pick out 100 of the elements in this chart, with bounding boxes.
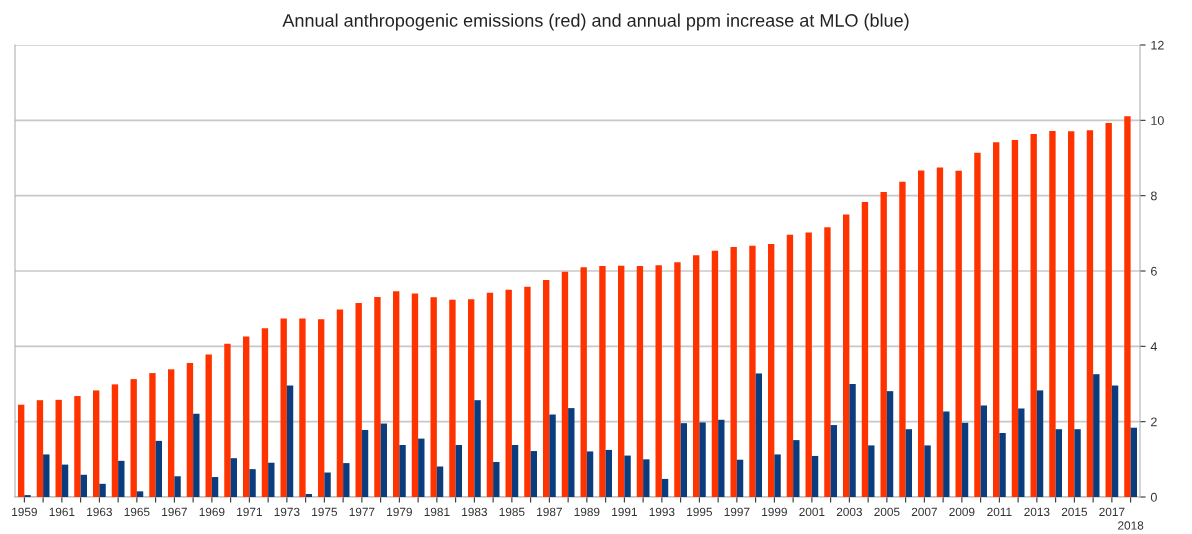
bar xyxy=(774,454,781,497)
bar xyxy=(280,318,287,497)
x-tick-label: 1963 xyxy=(87,507,112,517)
bar xyxy=(261,328,269,497)
bar xyxy=(824,227,831,497)
bar xyxy=(1018,408,1025,497)
bar xyxy=(805,232,812,497)
bar xyxy=(411,293,419,497)
y-tick-label: 6 xyxy=(1151,266,1157,276)
bar xyxy=(361,429,369,497)
bar xyxy=(749,245,756,497)
bar xyxy=(793,440,800,497)
bar xyxy=(661,478,669,497)
x-tick-label: 1981 xyxy=(424,507,450,517)
x-tick-label: 1991 xyxy=(612,507,637,517)
bar xyxy=(18,404,25,497)
bar xyxy=(1011,139,1019,497)
bar xyxy=(193,413,200,497)
bar xyxy=(374,296,381,497)
bar xyxy=(1111,385,1119,497)
bar xyxy=(530,451,537,497)
x-tick-label: 1971 xyxy=(237,507,262,517)
x-tick-label: 2018 xyxy=(1118,521,1144,530)
bar xyxy=(849,384,856,497)
bar xyxy=(436,466,444,497)
bar xyxy=(549,414,556,497)
bar xyxy=(168,369,175,497)
bar xyxy=(36,400,44,497)
bar xyxy=(655,265,662,497)
bar xyxy=(486,292,494,497)
bar xyxy=(886,391,894,497)
x-tick-label: 1961 xyxy=(49,507,75,517)
bar xyxy=(568,408,575,497)
bar xyxy=(736,459,744,497)
y-tick-label: 8 xyxy=(1150,191,1157,201)
bar xyxy=(993,142,1000,497)
bar xyxy=(505,289,512,497)
bar xyxy=(155,440,162,497)
bar xyxy=(580,267,587,497)
bar xyxy=(1130,427,1137,497)
x-tick-label: 1965 xyxy=(124,507,150,517)
bar xyxy=(111,384,119,497)
bar xyxy=(730,246,737,497)
bar xyxy=(1074,429,1081,497)
bar xyxy=(1030,133,1037,497)
bar xyxy=(680,423,687,497)
bar xyxy=(961,422,969,497)
y-tick-label: 2 xyxy=(1151,417,1157,427)
bar xyxy=(918,170,925,497)
bar xyxy=(430,297,437,497)
bar xyxy=(1055,429,1062,497)
bar xyxy=(636,266,644,497)
bar xyxy=(249,469,256,497)
x-tick-label: 2015 xyxy=(1061,507,1088,517)
x-tick-label: 2005 xyxy=(874,507,900,517)
bar xyxy=(643,459,650,497)
bar xyxy=(699,422,706,497)
x-tick-label: 1959 xyxy=(12,507,37,517)
bar xyxy=(393,291,400,497)
bar xyxy=(149,373,156,497)
bar xyxy=(474,400,481,497)
bar xyxy=(468,299,475,497)
bar xyxy=(605,449,612,497)
bar xyxy=(118,460,125,497)
bar xyxy=(43,454,50,497)
bar xyxy=(61,464,69,497)
bar xyxy=(561,271,569,497)
bar xyxy=(674,262,681,497)
x-tick-label: 2011 xyxy=(987,507,1012,517)
bar xyxy=(418,438,425,497)
bar xyxy=(586,451,594,497)
bar xyxy=(305,493,312,497)
bar xyxy=(211,477,219,497)
bar xyxy=(1124,116,1131,497)
bar xyxy=(830,425,837,497)
x-tick-label: 1995 xyxy=(687,507,713,517)
bar xyxy=(1086,130,1094,497)
y-tick-label: 10 xyxy=(1151,116,1164,125)
y-tick-label: 0 xyxy=(1150,492,1157,502)
y-tick-label: 4 xyxy=(1150,342,1157,351)
bar xyxy=(455,445,462,497)
x-tick-label: 2003 xyxy=(836,507,862,517)
y-tick-label: 12 xyxy=(1151,40,1164,50)
bar xyxy=(999,432,1006,497)
x-tick-label: 1975 xyxy=(312,507,338,517)
bar xyxy=(943,411,950,497)
x-tick-label: 2017 xyxy=(1099,507,1125,517)
bar xyxy=(55,399,62,497)
bar xyxy=(449,299,456,497)
bar xyxy=(974,152,981,497)
bar xyxy=(99,483,106,497)
bar xyxy=(524,286,531,497)
bar xyxy=(1049,130,1056,497)
bar xyxy=(786,234,794,497)
bar xyxy=(811,455,819,497)
x-tick-label: 2013 xyxy=(1024,507,1050,517)
bar xyxy=(543,280,550,497)
bar xyxy=(355,303,362,497)
bar xyxy=(1036,390,1044,497)
bar xyxy=(399,445,406,497)
